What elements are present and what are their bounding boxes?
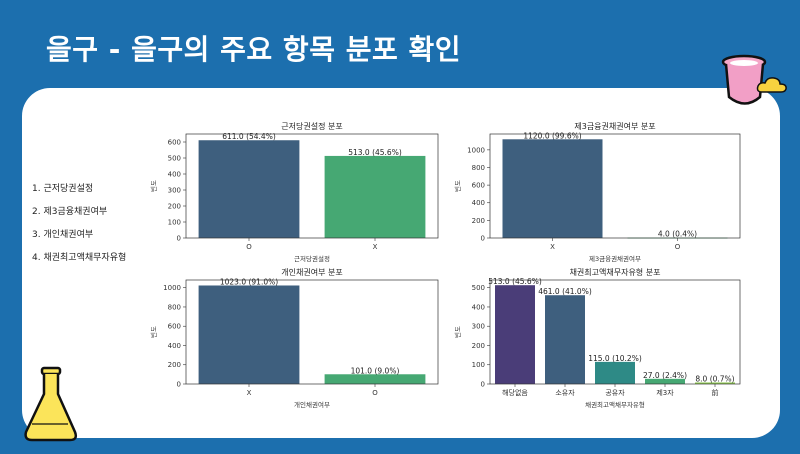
data-label: 101.0 (9.0%) [351, 366, 400, 375]
bar [495, 285, 535, 384]
x-tick-label: X [373, 243, 378, 251]
y-tick-label: 200 [168, 203, 181, 211]
data-label: 513.0 (45.6%) [348, 148, 402, 157]
chart-third-finance-claim: 제3금융권채권여부 분포 0 200 400 600 800 1000 1120.0 (99.… [453, 121, 741, 263]
bar [502, 139, 603, 238]
x-tick-label: 前 [712, 388, 719, 397]
bar [324, 155, 426, 238]
bullet-item: 2. 제3금융채권여부 [32, 207, 108, 217]
bullet-item: 1. 근저당권설정 [32, 184, 94, 194]
y-tick-label: 300 [472, 323, 485, 331]
bar [595, 361, 635, 384]
x-tick-label: X [550, 243, 555, 251]
chart-title: 개인채권여부 분포 [281, 267, 342, 277]
chart-mortgage-setting: 근저당권설정 분포 0 100 200 300 400 500 600 611.0 (54.4%… [149, 121, 439, 263]
y-tick-label: 100 [168, 219, 181, 227]
y-tick-label: 500 [472, 284, 485, 292]
y-tick-label: 0 [177, 235, 181, 243]
bar [324, 374, 426, 384]
plot-frame [489, 279, 741, 385]
data-label: 1023.0 (91.0%) [220, 277, 278, 286]
x-tick-label: O [675, 243, 681, 251]
x-tick-label: 소유자 [555, 388, 575, 397]
x-tick-label: O [246, 243, 252, 251]
y-tick-label: 400 [472, 303, 485, 311]
data-label: 611.0 (54.4%) [222, 132, 276, 141]
plot-frame [489, 133, 741, 239]
x-tick-label: 해당없음 [502, 388, 528, 397]
x-tick-label: 제3자 [656, 388, 674, 397]
y-tick-label: 200 [168, 361, 181, 369]
y-axis-label: 빈도 [453, 326, 462, 338]
y-tick-label: 600 [168, 139, 181, 147]
data-label: 461.0 (41.0%) [538, 287, 592, 296]
x-axis-label: 채권최고액채무자유형 [585, 400, 645, 409]
y-tick-label: 800 [168, 303, 181, 311]
cloud-icon [756, 77, 787, 93]
plot-frame [185, 279, 439, 385]
y-tick-label: 100 [472, 361, 485, 369]
y-tick-label: 400 [168, 342, 181, 350]
bar [545, 295, 585, 384]
data-label: 115.0 (10.2%) [588, 354, 642, 363]
y-tick-label: 0 [481, 235, 485, 243]
bullet-item: 3. 개인채권여부 [32, 230, 94, 240]
y-axis-label: 빈도 [149, 326, 158, 338]
y-tick-label: 0 [177, 381, 181, 389]
plot-frame [185, 133, 439, 239]
bar [695, 382, 735, 384]
y-tick-label: 200 [472, 217, 485, 225]
chart-title: 채권최고액채무자유형 분포 [570, 267, 661, 277]
y-tick-label: 300 [168, 187, 181, 195]
y-tick-label: 800 [472, 164, 485, 172]
y-axis-label: 빈도 [149, 180, 158, 192]
x-axis-label: 제3금융권채권여부 [589, 254, 641, 263]
bar [198, 285, 300, 384]
x-tick-label: O [372, 389, 378, 397]
chart-title: 제3금융권채권여부 분포 [574, 121, 655, 131]
y-tick-label: 0 [481, 381, 485, 389]
data-label: 1120.0 (99.6%) [523, 131, 581, 140]
y-tick-label: 600 [168, 323, 181, 331]
data-label: 513.0 (45.6%) [488, 277, 542, 286]
chart-title: 근저당권설정 분포 [281, 121, 342, 131]
data-label: 27.0 (2.4%) [643, 371, 687, 380]
bar [645, 378, 685, 384]
y-tick-label: 1000 [163, 284, 181, 292]
chart-personal-claim: 개인채권여부 분포 0 200 400 600 800 1000 1023.0 (91.0%)… [149, 267, 439, 409]
data-label: 8.0 (0.7%) [695, 374, 734, 383]
slide-title: 을구 - 을구의 주요 항목 분포 확인 [46, 33, 461, 66]
x-axis-label: 근저당권설정 [294, 254, 330, 263]
x-tick-label: X [247, 389, 252, 397]
y-tick-label: 400 [168, 171, 181, 179]
y-tick-label: 1000 [467, 146, 485, 154]
bar [198, 140, 300, 238]
y-axis-label: 빈도 [453, 180, 462, 192]
bullet-list: 1. 근저당권설정 2. 제3금융채권여부 3. 개인채권여부 4. 채권최고액… [32, 183, 126, 275]
y-tick-label: 400 [472, 199, 485, 207]
pink-beaker-icon [721, 54, 767, 105]
x-axis-label: 개인채권여부 [294, 400, 330, 409]
y-tick-label: 200 [472, 342, 485, 350]
data-label: 4.0 (0.4%) [658, 230, 697, 239]
x-tick-label: 공유자 [605, 388, 625, 397]
y-tick-label: 600 [472, 182, 485, 190]
y-tick-label: 500 [168, 155, 181, 163]
bullet-item: 4. 채권최고액채무자유형 [32, 253, 127, 263]
yellow-flask-icon [24, 366, 78, 442]
